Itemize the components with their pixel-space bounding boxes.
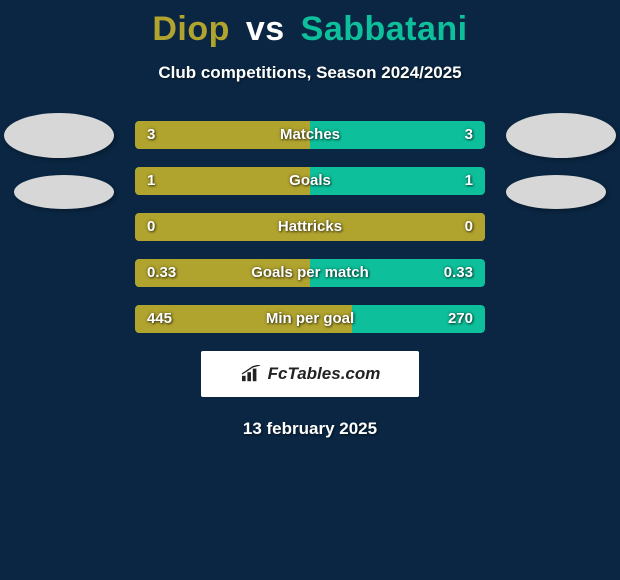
bar-chart-icon [240,365,262,383]
date-text: 13 february 2025 [0,419,620,439]
stat-label: Goals [135,167,485,195]
fctables-logo-link[interactable]: FcTables.com [201,351,419,397]
page-title: Diop vs Sabbatani [0,0,620,49]
stat-rows: 3 Matches 3 1 Goals 1 0 Hattricks 0 0.33… [135,121,485,333]
stat-row-goals: 1 Goals 1 [135,167,485,195]
vs-text: vs [246,10,285,48]
avatar-right [506,113,616,158]
stat-label: Hattricks [135,213,485,241]
stat-right-value: 0 [465,213,473,241]
avatar-right-2 [506,175,606,209]
stat-right-value: 3 [465,121,473,149]
subtitle: Club competitions, Season 2024/2025 [0,63,620,83]
player-right-name: Sabbatani [301,10,468,48]
avatar-left-2 [14,175,114,209]
logo-text: FcTables.com [268,364,381,384]
stat-label: Matches [135,121,485,149]
stat-row-min-per-goal: 445 Min per goal 270 [135,305,485,333]
stat-right-value: 1 [465,167,473,195]
stat-label: Min per goal [135,305,485,333]
comparison-card: Diop vs Sabbatani Club competitions, Sea… [0,0,620,580]
stat-right-value: 270 [448,305,473,333]
stat-label: Goals per match [135,259,485,287]
player-left-name: Diop [152,10,230,48]
avatar-left [4,113,114,158]
stat-right-value: 0.33 [444,259,473,287]
stat-row-goals-per-match: 0.33 Goals per match 0.33 [135,259,485,287]
stat-row-matches: 3 Matches 3 [135,121,485,149]
stat-row-hattricks: 0 Hattricks 0 [135,213,485,241]
